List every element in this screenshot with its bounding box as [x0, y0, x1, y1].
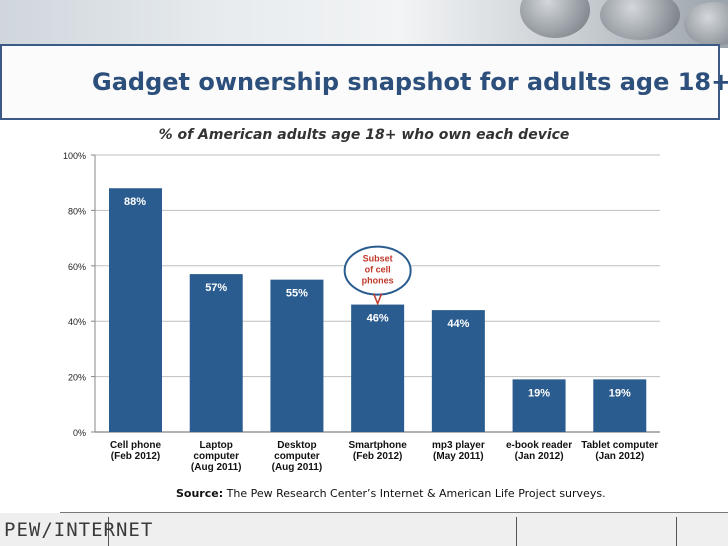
x-category-label: (Aug 2011) [272, 462, 323, 473]
logo-pew: PEW [4, 519, 42, 541]
source-text: The Pew Research Center’s Internet & Ame… [223, 487, 606, 500]
y-tick-label: 100% [63, 151, 86, 161]
footer-rule [60, 512, 728, 513]
annotation-bubble [343, 245, 412, 296]
bar [351, 304, 405, 432]
x-category-label: Tablet computer [581, 440, 658, 451]
bar-value-label: 46% [367, 313, 389, 325]
pew-internet-logo: PEW/INTERNET [4, 519, 153, 541]
x-category-label: Smartphone [348, 440, 407, 451]
annotation-text: Subset [363, 254, 393, 264]
annotation-text: phones [362, 276, 394, 286]
bar-value-label: 88% [124, 196, 146, 208]
bar [270, 279, 324, 432]
footer-divider [108, 517, 109, 546]
y-tick-label: 40% [68, 317, 86, 327]
source-label: Source: [176, 487, 224, 500]
y-tick-label: 0% [73, 428, 86, 438]
bar [431, 310, 485, 432]
x-category-label: (Jan 2012) [515, 451, 564, 462]
x-category-label: computer [193, 451, 239, 462]
bar-value-label: 44% [447, 318, 469, 330]
x-category-label: (Feb 2012) [111, 451, 160, 462]
x-category-label: Cell phone [110, 440, 162, 451]
x-category-label: (Jan 2012) [595, 451, 644, 462]
keypad-key-decoration [684, 2, 728, 46]
logo-internet: INTERNET [53, 519, 154, 541]
x-category-label: (Feb 2012) [353, 451, 402, 462]
y-tick-label: 80% [68, 206, 86, 216]
bar [512, 379, 566, 432]
source-note: Source: The Pew Research Center’s Intern… [176, 487, 606, 500]
footer-divider [676, 517, 677, 546]
bar [109, 188, 162, 432]
bar [593, 379, 647, 432]
x-category-label: Desktop [277, 440, 316, 451]
annotation-text: of cell [365, 265, 391, 275]
bar-value-label: 57% [205, 282, 227, 294]
x-category-label: (Aug 2011) [191, 462, 242, 473]
x-category-label: (May 2011) [433, 451, 484, 462]
bar-value-label: 19% [609, 387, 631, 399]
x-category-label: Laptop [200, 440, 233, 451]
y-tick-label: 60% [68, 262, 86, 272]
bar-value-label: 55% [286, 288, 308, 300]
title-frame [0, 44, 720, 120]
logo-slash: / [41, 519, 54, 541]
y-tick-label: 20% [68, 373, 86, 383]
header-photo-strip [0, 0, 728, 48]
x-category-label: mp3 player [432, 440, 485, 451]
x-category-label: e-book reader [506, 440, 572, 451]
bar-value-label: 19% [528, 387, 550, 399]
bar-chart: 0%20%40%60%80%100%88%Cell phone(Feb 2012… [63, 151, 660, 473]
footer-divider [516, 517, 517, 546]
x-category-label: computer [274, 451, 320, 462]
annotation-arrow [372, 293, 383, 306]
footer-band [0, 513, 728, 546]
chart-subtitle: % of American adults age 18+ who own eac… [158, 127, 570, 143]
keypad-key-decoration [600, 0, 680, 40]
page-title: Gadget ownership snapshot for adults age… [92, 68, 728, 96]
bar [189, 274, 243, 432]
